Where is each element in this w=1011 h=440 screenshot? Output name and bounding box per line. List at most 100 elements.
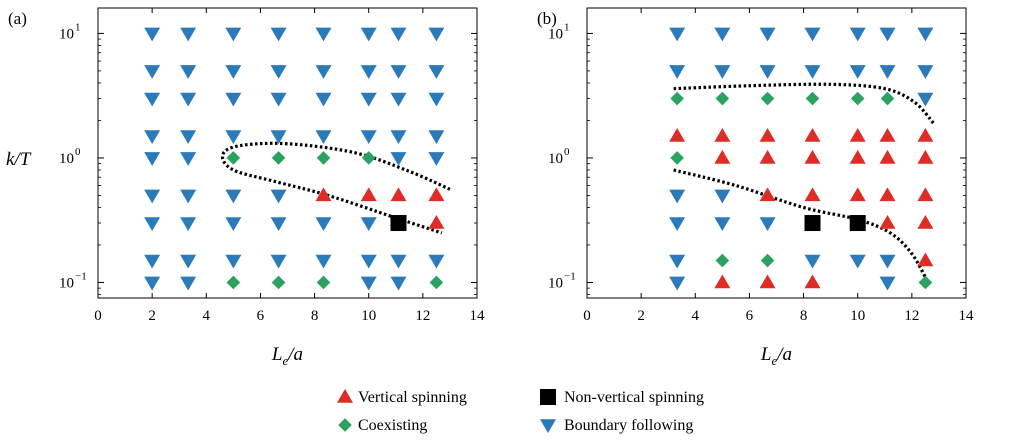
data-point-boundary-following [180, 254, 197, 269]
data-point-vertical-spinning [879, 187, 896, 202]
data-point-coexisting [880, 91, 895, 106]
data-point-vertical-spinning [804, 128, 821, 142]
legend-item-non-vertical-spinning: Non-vertical spinning [540, 389, 704, 406]
data-point-vertical-spinning [849, 187, 866, 202]
data-point-boundary-following [144, 65, 161, 79]
data-point-boundary-following [360, 254, 377, 269]
legend: Vertical spinning Non-vertical spinning Co… [337, 389, 704, 434]
y-tick-exponent: 0 [75, 146, 81, 158]
data-point-boundary-following [879, 254, 896, 269]
data-point-boundary-following [669, 27, 686, 42]
x-tick-label: 12 [904, 308, 919, 324]
data-point-boundary-following [225, 217, 242, 232]
data-point-vertical-spinning [759, 274, 776, 289]
data-point-boundary-following [225, 254, 242, 269]
data-point-boundary-following [428, 254, 445, 269]
legend-marker-coexisting [338, 418, 352, 432]
data-point-vertical-spinning [759, 187, 776, 202]
data-point-boundary-following [180, 92, 197, 107]
legend-label: Boundary following [564, 417, 693, 434]
plot-frame [97, 7, 478, 299]
panel-label: (a) [8, 9, 27, 28]
data-point-boundary-following [428, 92, 445, 107]
data-point-boundary-following [669, 189, 686, 204]
data-point-coexisting [715, 91, 730, 106]
y-tick-label: 10 [59, 26, 74, 42]
data-point-vertical-spinning [849, 128, 866, 142]
data-point-boundary-following [180, 217, 197, 232]
legend-marker-vertical-spinning [337, 389, 353, 403]
data-point-coexisting [316, 151, 331, 165]
x-tick-label: 12 [415, 308, 430, 324]
data-point-boundary-following [917, 92, 934, 107]
x-tick-label: 6 [257, 308, 265, 324]
data-point-boundary-following [804, 254, 821, 269]
data-point-boundary-following [390, 254, 407, 269]
data-point-boundary-following [849, 65, 866, 79]
x-tick-label: 6 [746, 308, 754, 324]
y-tick-exponent: 1 [564, 21, 570, 33]
data-point-boundary-following [270, 92, 287, 107]
data-point-coexisting [760, 253, 775, 268]
data-point-vertical-spinning [879, 128, 896, 142]
y-tick-label: 10 [59, 151, 74, 167]
y-tick-label: 10 [548, 275, 563, 291]
data-point-vertical-spinning [669, 128, 686, 142]
x-tick-label: 10 [850, 308, 865, 324]
data-point-boundary-following [144, 130, 161, 145]
legend-marker-non-vertical-spinning [540, 389, 556, 405]
plot-frame [586, 7, 967, 299]
data-point-vertical-spinning [917, 128, 934, 142]
data-point-coexisting [715, 253, 730, 268]
regime-boundary-curve [673, 82, 935, 125]
legend-marker-boundary-following [540, 419, 556, 433]
data-point-boundary-following [428, 27, 445, 42]
data-point-boundary-following [917, 65, 934, 79]
data-point-boundary-following [804, 65, 821, 79]
data-point-vertical-spinning [759, 128, 776, 142]
data-point-boundary-following [180, 189, 197, 204]
data-point-boundary-following [714, 65, 731, 79]
data-point-boundary-following [225, 92, 242, 107]
data-point-boundary-following [759, 27, 776, 42]
data-point-coexisting [850, 91, 865, 106]
data-point-coexisting [760, 91, 775, 106]
data-point-boundary-following [225, 65, 242, 79]
y-axis-label: k/T [6, 149, 32, 170]
data-point-vertical-spinning [879, 215, 896, 229]
data-point-boundary-following [669, 254, 686, 269]
x-tick-label: 0 [94, 308, 102, 324]
data-point-boundary-following [315, 130, 332, 145]
data-point-boundary-following [360, 92, 377, 107]
data-point-vertical-spinning [714, 274, 731, 289]
data-point-boundary-following [390, 152, 407, 166]
data-point-coexisting [429, 275, 444, 290]
data-point-coexisting [316, 275, 331, 290]
data-point-vertical-spinning [804, 149, 821, 164]
x-tick-label: 4 [203, 308, 211, 324]
x-tick-label: 2 [637, 308, 645, 324]
data-point-coexisting [271, 151, 286, 165]
data-point-coexisting [361, 151, 376, 165]
data-point-vertical-spinning [759, 149, 776, 164]
data-point-boundary-following [390, 276, 407, 291]
y-tick-exponent: −1 [75, 270, 87, 282]
data-point-boundary-following [669, 217, 686, 232]
data-point-boundary-following [144, 276, 161, 291]
data-point-boundary-following [315, 27, 332, 42]
data-point-boundary-following [270, 217, 287, 232]
data-point-boundary-following [225, 130, 242, 145]
data-point-vertical-spinning [390, 187, 407, 202]
x-axis-label: Le/a [271, 344, 303, 368]
x-tick-label: 14 [470, 308, 486, 324]
data-point-boundary-following [180, 65, 197, 79]
legend-label: Vertical spinning [358, 389, 467, 406]
data-point-boundary-following [669, 65, 686, 79]
x-tick-label: 0 [583, 308, 591, 324]
data-point-coexisting [918, 275, 933, 290]
data-point-boundary-following [225, 189, 242, 204]
data-point-boundary-following [180, 276, 197, 291]
x-tick-label: 14 [959, 308, 975, 324]
